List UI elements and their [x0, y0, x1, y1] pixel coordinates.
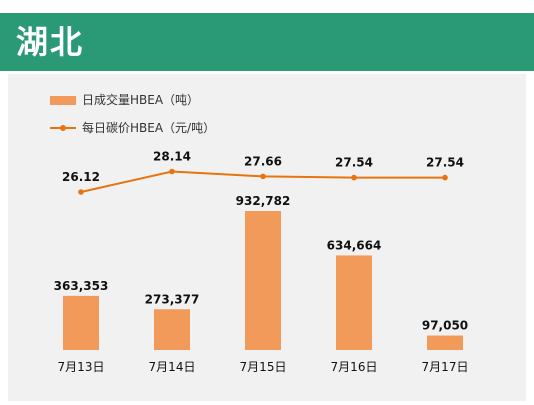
- volume-value-label: 634,664: [327, 238, 382, 252]
- x-tick-label: 7月15日: [240, 360, 287, 374]
- x-tick-label: 7月17日: [422, 360, 469, 374]
- legend-label-volume: 日成交量HBEA（吨）: [82, 93, 200, 107]
- price-value-label: 26.12: [62, 170, 100, 184]
- volume-value-label: 363,353: [54, 279, 109, 293]
- price-point: [78, 189, 84, 195]
- price-value-label: 27.54: [426, 156, 464, 170]
- volume-value-label: 932,782: [236, 194, 291, 208]
- volume-bar: [336, 255, 372, 350]
- price-value-label: 27.54: [335, 156, 373, 170]
- price-point: [260, 173, 266, 180]
- header-bar: 湖北: [0, 13, 534, 71]
- legend-dot-swatch: [60, 125, 66, 131]
- x-tick-label: 7月14日: [149, 360, 196, 374]
- x-tick-label: 7月16日: [331, 360, 378, 374]
- legend-bar-swatch: [50, 96, 76, 105]
- x-tick-label: 7月13日: [58, 360, 105, 374]
- legend-label-price: 每日碳价HBEA（元/吨）: [82, 121, 216, 135]
- volume-bar: [154, 309, 190, 350]
- volume-value-label: 273,377: [145, 292, 200, 306]
- price-point: [351, 174, 357, 181]
- price-value-label: 27.66: [244, 154, 282, 168]
- volume-value-label: 97,050: [422, 319, 468, 333]
- volume-bar: [245, 211, 281, 350]
- price-value-label: 28.14: [153, 149, 191, 163]
- price-point: [442, 174, 448, 181]
- volume-bar: [427, 335, 463, 350]
- region-title: 湖北: [16, 23, 85, 61]
- volume-bar: [63, 295, 99, 350]
- price-point: [169, 168, 175, 175]
